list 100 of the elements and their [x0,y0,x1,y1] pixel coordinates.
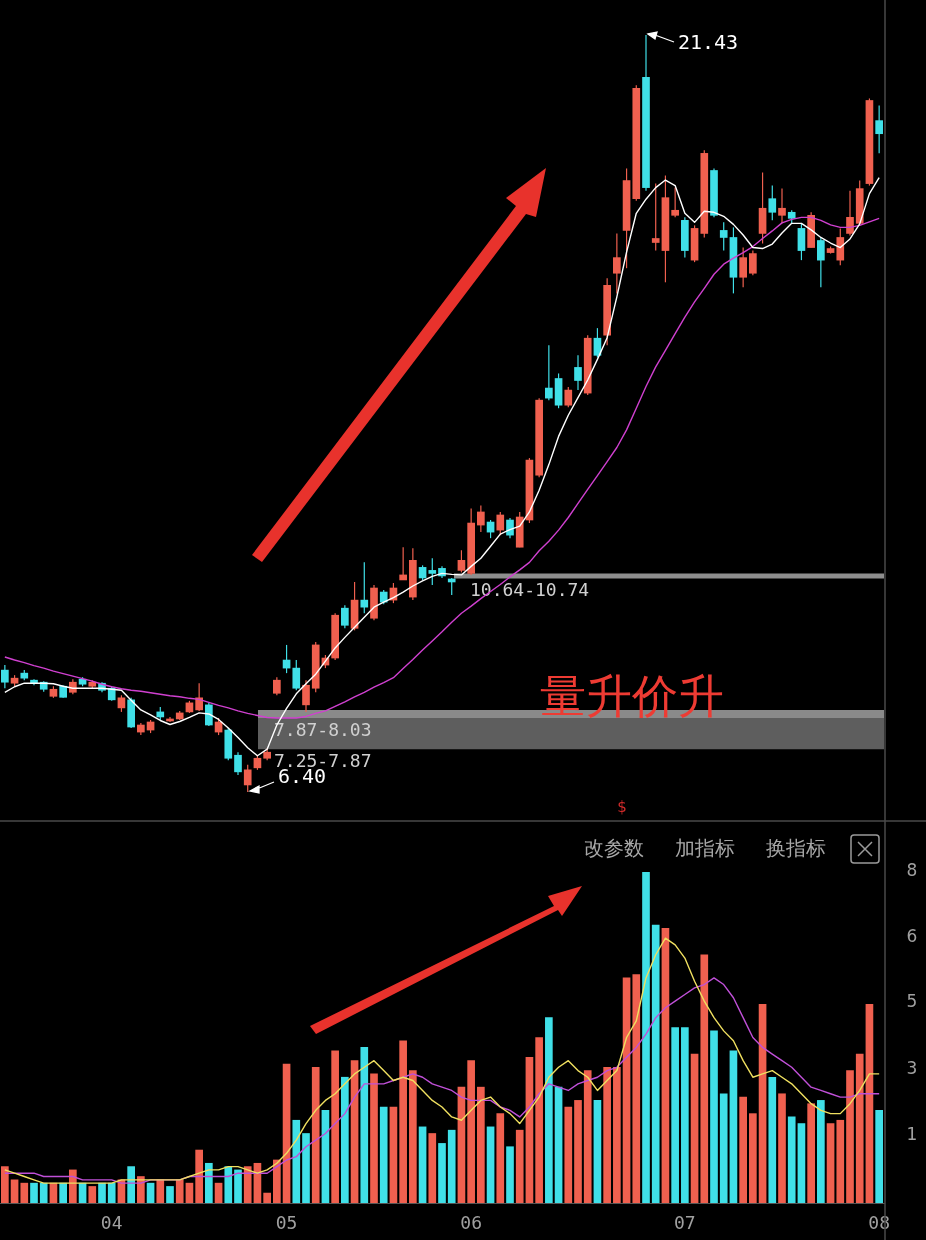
bar [554,1086,563,1203]
text: 8 [906,860,918,881]
candlestick [302,679,310,713]
candlestick [428,557,437,586]
bar [486,1126,495,1203]
bar [39,1182,48,1203]
candlestick [613,232,621,294]
band-label: 7.87-8.03 [274,718,372,740]
bar [506,1146,514,1203]
candlestick [778,188,786,224]
candlestick [797,222,806,261]
bar [234,1169,242,1203]
bar [778,1093,786,1203]
bar [836,1119,845,1203]
bar [341,1076,349,1203]
candlestick [292,659,301,691]
candlestick [1,664,9,689]
bar [69,1169,77,1203]
candlestick [360,561,369,614]
text: 换指标 [766,836,826,861]
x-tick-label: 06 [460,1212,482,1234]
bar [360,1047,369,1203]
bar [224,1166,233,1203]
bar [846,1070,854,1203]
bar [20,1182,29,1203]
bar [817,1100,825,1203]
bar [389,1106,398,1203]
bar [671,1027,679,1203]
bar [447,1129,456,1203]
bar [593,1100,602,1203]
bar [749,1113,757,1203]
candlestick [341,604,349,629]
bar [263,1192,271,1203]
text: $ [617,797,627,816]
bar [185,1182,194,1203]
bar [787,1116,796,1203]
bar [515,1129,524,1203]
text: 5 [906,991,918,1012]
candlestick [817,236,825,288]
candlestick [749,249,757,276]
bar [195,1149,203,1203]
bar [1,1166,9,1203]
bar [496,1113,505,1203]
bar [30,1182,38,1203]
bar [690,1053,699,1203]
bar [855,1053,864,1203]
candlestick [574,354,582,391]
bar [807,1103,815,1203]
bar [603,1066,611,1203]
text: 改参数 [584,836,644,861]
bar [399,1040,407,1203]
bar [681,1027,689,1203]
bar [564,1106,573,1203]
bar [175,1179,184,1203]
bar [59,1182,67,1203]
text: 6 [906,926,918,947]
bar [370,1073,378,1203]
bar [719,1093,728,1203]
bar [661,927,670,1203]
candlestick [875,104,883,154]
bar [379,1106,388,1203]
bar [768,1076,777,1203]
bar [545,1017,553,1203]
candlestick [836,227,845,266]
bar [583,1070,592,1203]
candlestick [243,764,252,793]
bar [98,1182,106,1203]
bar [292,1119,301,1203]
bar [418,1126,427,1203]
bar [409,1070,417,1203]
bar [758,1004,767,1203]
bar [331,1050,339,1203]
candlestick [768,184,777,221]
bar [311,1066,320,1203]
bar [166,1186,174,1203]
bar [651,924,660,1203]
bar [574,1100,582,1203]
candlestick [671,187,679,218]
bar [700,954,709,1203]
bar [467,1060,475,1203]
bar [156,1179,165,1203]
bar [826,1123,835,1203]
bar [632,974,641,1203]
bar [107,1182,116,1203]
candlestick [457,549,466,574]
candlestick [846,190,854,237]
candlestick [195,682,203,712]
candlestick [545,344,553,401]
bar [477,1086,485,1203]
bar [613,1066,621,1203]
x-tick-label: 05 [275,1212,298,1234]
x-tick-label: 08 [868,1212,890,1234]
candlestick [651,182,660,252]
text: 1 [906,1124,918,1145]
bar [739,1096,747,1203]
annotation: 21.43 [677,30,739,55]
bar [214,1182,223,1203]
candlestick [477,504,485,533]
bar [797,1123,806,1203]
bar [875,1109,883,1203]
